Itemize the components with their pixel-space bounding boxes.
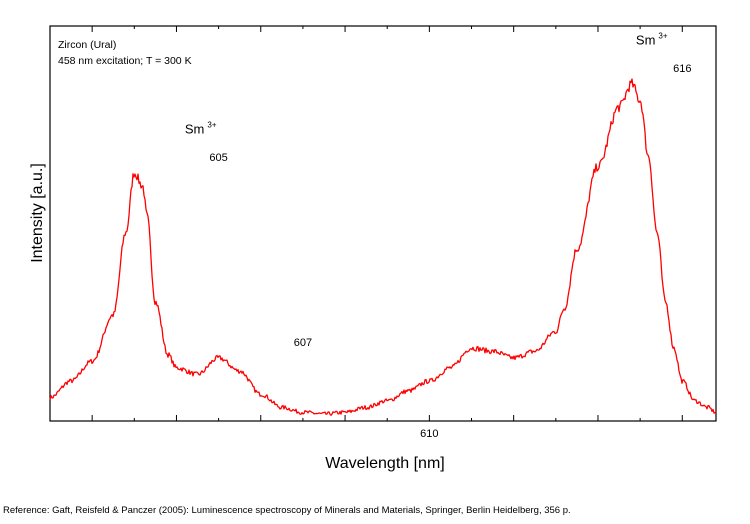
ion-label: Sm 3+ bbox=[185, 121, 217, 137]
spectrum-chart: Zircon (Ural) 458 nm excitation; T = 300… bbox=[29, 25, 717, 472]
peak-label: 605 bbox=[209, 152, 227, 164]
peak-label: 616 bbox=[673, 63, 691, 75]
x-axis-ticks bbox=[91, 26, 683, 421]
x-tick-label: 610 bbox=[420, 428, 438, 440]
info-line-conditions: 458 nm excitation; T = 300 K bbox=[58, 55, 192, 67]
plot-frame bbox=[49, 25, 717, 422]
x-axis-label: Wavelength [nm] bbox=[325, 455, 444, 472]
peak-labels: 605 607 616 bbox=[209, 63, 691, 349]
spectrum-line bbox=[49, 78, 717, 416]
y-axis-label: Intensity [a.u.] bbox=[29, 163, 46, 263]
ion-label: Sm 3+ bbox=[636, 31, 668, 47]
info-line-sample: Zircon (Ural) bbox=[58, 39, 116, 51]
reference-note: Reference: Gaft, Reisfeld & Panczer (200… bbox=[3, 505, 571, 516]
peak-label: 607 bbox=[294, 337, 312, 349]
x-tick-labels: 610 bbox=[420, 428, 438, 440]
ion-labels: Sm 3+ Sm 3+ bbox=[185, 31, 668, 136]
